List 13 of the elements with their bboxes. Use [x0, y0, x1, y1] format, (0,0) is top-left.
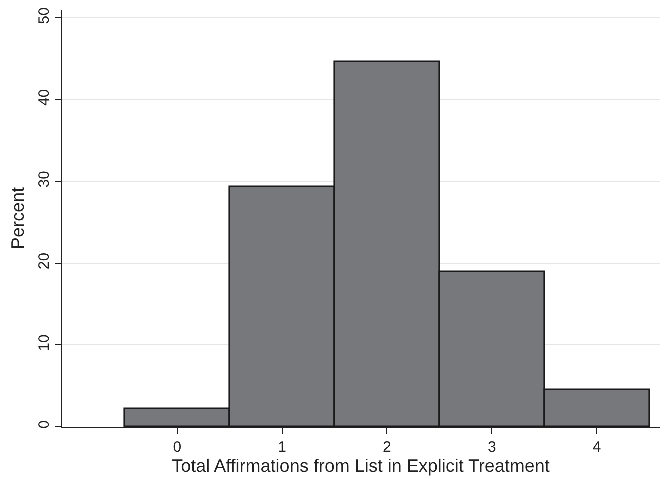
x-tick-label: 3 [488, 439, 496, 456]
y-axis-title: Percent [8, 187, 28, 250]
y-tick-label: 20 [36, 252, 53, 270]
y-tick-label: 40 [36, 89, 53, 106]
x-tick-label: 0 [173, 439, 182, 456]
y-tick-label: 0 [36, 420, 53, 429]
y-tick-label: 50 [36, 8, 53, 24]
x-tick-label: 1 [278, 439, 286, 456]
x-tick-label: 4 [592, 439, 602, 456]
y-tick-label: 30 [36, 171, 53, 188]
x-tick-label: 2 [383, 439, 392, 456]
x-axis-title: Total Affirmations from List in Explicit Treatment [172, 456, 550, 476]
y-tick-label: 10 [36, 334, 53, 352]
